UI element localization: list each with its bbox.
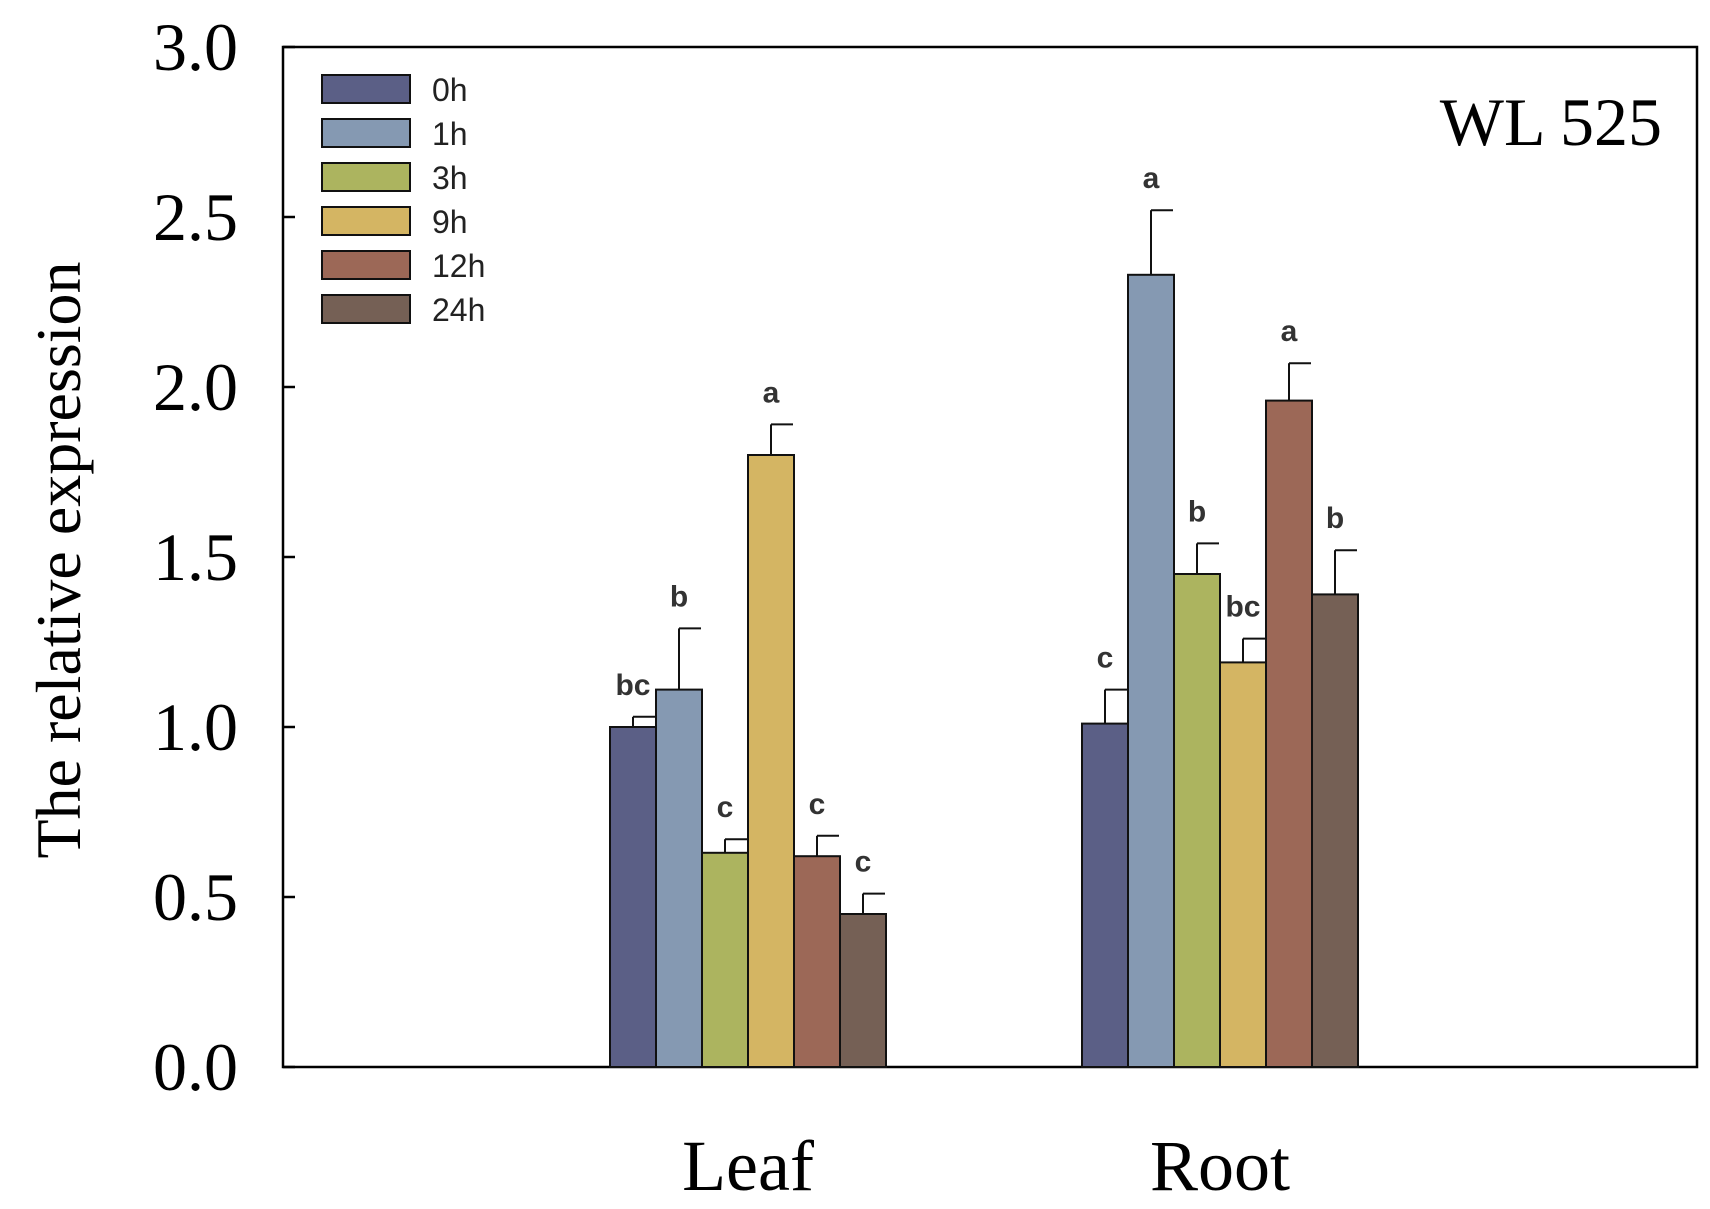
y-tick-label: 2.0 (153, 349, 238, 425)
significance-letter: a (1143, 162, 1160, 195)
chart-title: WL 525 (1440, 84, 1662, 160)
plot-frame (281, 45, 1699, 1069)
x-tick-label: Root (1150, 1126, 1290, 1206)
legend-swatch (321, 250, 411, 280)
bar (747, 454, 795, 1068)
legend-label: 1h (432, 116, 468, 152)
y-axis-label: The relative expression (23, 261, 94, 858)
y-tick-label: 1.0 (153, 689, 238, 765)
significance-letter: bc (615, 669, 650, 702)
bar (793, 855, 841, 1069)
significance-letter: b (1326, 502, 1344, 535)
significance-letter: c (1097, 642, 1114, 675)
significance-letter: b (1188, 495, 1206, 528)
bar (1127, 273, 1175, 1068)
legend-swatch (321, 118, 411, 148)
bar (1265, 399, 1313, 1069)
legend-label: 24h (432, 292, 485, 328)
y-tick-label: 0.5 (153, 859, 238, 935)
significance-letter: a (763, 376, 780, 409)
legend-label: 12h (432, 248, 485, 284)
bar (609, 726, 657, 1068)
legend-label: 0h (432, 72, 468, 108)
y-tick-label: 3.0 (153, 9, 238, 85)
bar (1173, 573, 1221, 1068)
plot-layer: 0.00.51.01.52.02.53.0bcbcaccLeafcabbcabR… (153, 9, 1699, 1206)
y-tick-label: 0.0 (153, 1029, 238, 1105)
significance-letter: bc (1225, 591, 1260, 624)
legend-label: 9h (432, 204, 468, 240)
significance-letter: a (1281, 315, 1298, 348)
bar (1219, 661, 1267, 1069)
bar (701, 851, 749, 1068)
bar (1311, 593, 1359, 1069)
bar (839, 913, 887, 1068)
significance-letter: c (809, 788, 826, 821)
significance-letter: c (717, 791, 734, 824)
significance-letter: b (670, 580, 688, 613)
legend-swatch (321, 294, 411, 324)
legend-swatch (321, 74, 411, 104)
legend-label: 3h (432, 160, 468, 196)
x-tick-label: Leaf (682, 1126, 814, 1206)
bar (655, 688, 703, 1068)
y-tick-label: 2.5 (153, 179, 238, 255)
legend-swatch (321, 162, 411, 192)
y-tick-label: 1.5 (153, 519, 238, 595)
bar (1081, 722, 1129, 1068)
significance-letter: c (855, 846, 872, 879)
legend-swatch (321, 206, 411, 236)
